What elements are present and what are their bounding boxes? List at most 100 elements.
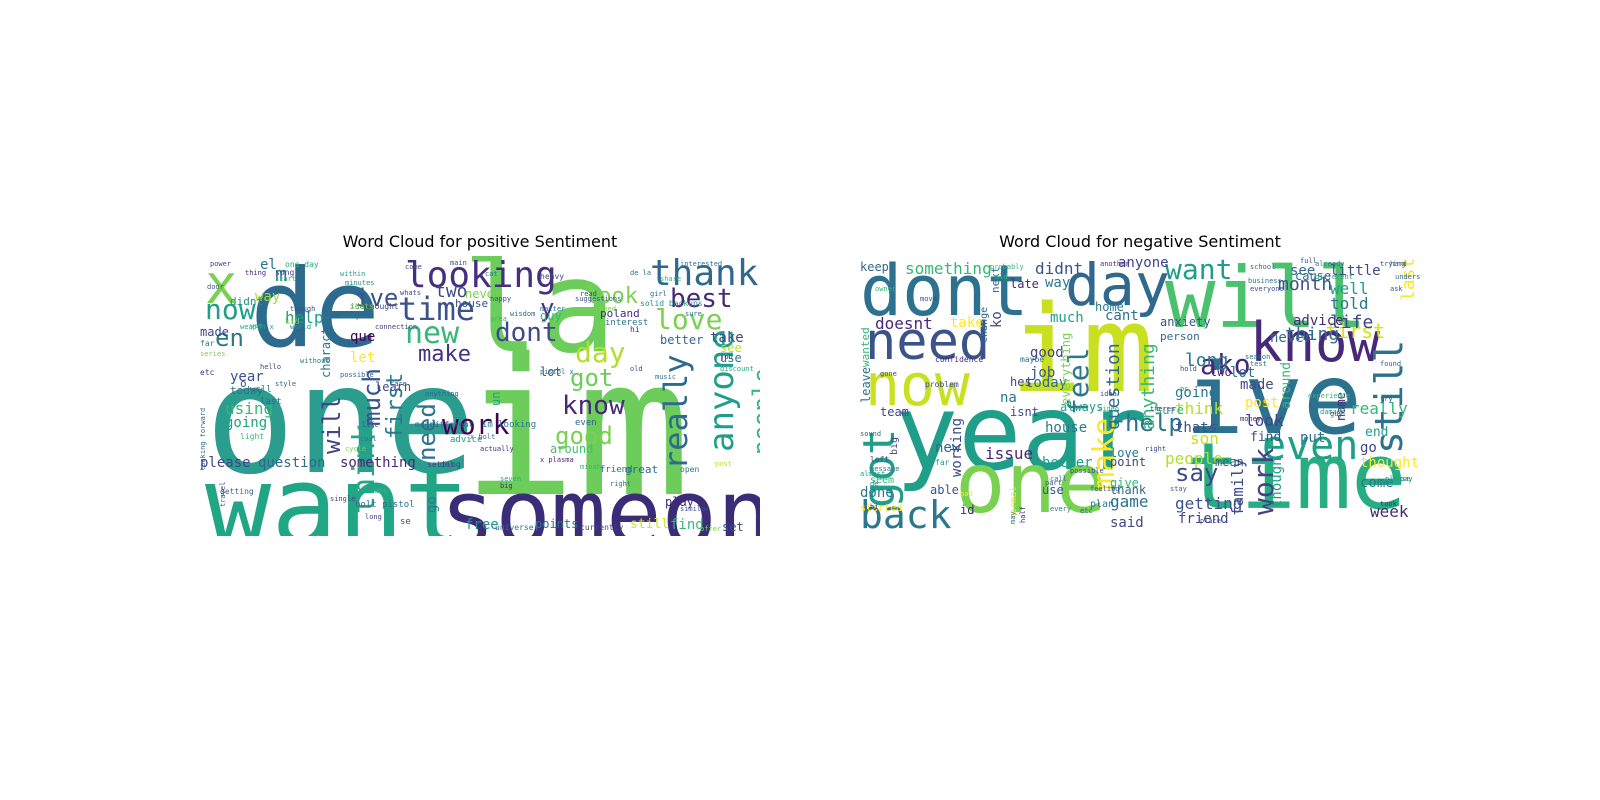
cloud-word: see [720,341,742,355]
cloud-word: long [365,513,382,521]
cloud-word: season [1245,353,1271,361]
cloud-word: getting [220,487,254,496]
cloud-word: problem [925,380,959,389]
cloud-word: even [575,418,597,428]
cloud-word: really [1350,399,1408,418]
cloud-word: keep [860,260,889,274]
cloud-word: area [490,315,507,323]
cloud-word: day [1065,256,1170,319]
cloud-word: change [979,306,990,343]
cloud-word: anything [425,390,459,398]
cloud-word: pay [1400,475,1413,483]
cloud-word: read [580,290,597,298]
cloud-word: maybe [1020,355,1045,364]
cloud-word: video [1098,405,1120,413]
cloud-word: house [1045,420,1088,436]
cloud-word: new [935,440,961,456]
cloud-word: old [995,273,1008,281]
cloud-word: un [489,391,503,406]
cloud-word: currently [580,523,624,532]
cloud-word: month [1278,274,1333,295]
cloud-word: minutes [345,279,375,287]
cloud-word: take [950,315,984,331]
cloud-word: two [1210,365,1232,379]
cloud-word: last [260,397,282,407]
cloud-word: now [865,351,970,419]
cloud-word: girl [650,290,667,298]
cloud-word: etc [200,368,215,377]
cloud-word: look [585,284,638,309]
cloud-word: im looking [482,420,537,430]
cloud-word: around [1279,362,1294,409]
cloud-word: today [1025,375,1068,391]
cloud-word: solid backups [640,299,703,308]
cloud-word: pistol x [540,368,574,376]
cloud-word: character [319,312,333,378]
cloud-word: anyone [1118,256,1169,271]
cloud-word: possible [1070,467,1104,475]
cloud-word: one day [285,260,319,269]
cloud-word: interest [605,318,649,328]
cloud-word: power [210,260,232,268]
cloud-word: use [720,351,742,365]
cloud-word: message [870,465,900,473]
cloud-word: weapon x [240,323,274,331]
cloud-word: see [1290,263,1316,279]
cloud-word: offer [700,525,722,533]
cloud-word: almost [860,470,886,478]
cloud-word: main [450,259,467,267]
cloud-word: getting [1175,494,1243,513]
cloud-word: best [670,284,733,314]
cloud-word: day [575,336,626,369]
cloud-word: part [1045,479,1062,487]
cloud-word: give [1110,476,1139,490]
cloud-word: full [1300,257,1317,265]
cloud-word: care [390,380,407,388]
cloud-word: week [1370,502,1409,521]
cloud-word: guy [1330,410,1343,418]
cloud-word: ive [1185,343,1363,457]
cloud-word: money [1240,415,1262,423]
cloud-word: even [1262,423,1359,469]
negative-word-cloud: im year ive time one will dont day know need now go… [860,256,1420,536]
cloud-word: thank [650,256,759,294]
cloud-word: way [1045,275,1071,291]
cloud-word: sound [860,430,882,438]
cloud-word: everything [1059,332,1073,405]
cloud-word: advice [450,435,483,445]
cloud-word: point [1110,455,1147,469]
cloud-word: x plasma [540,456,574,464]
cloud-word: working [949,417,965,477]
cloud-word: take [710,330,744,346]
cloud-word: open [680,465,700,474]
cloud-word: find [670,517,704,533]
cloud-word: points [535,517,579,531]
cloud-word: test [1250,360,1267,368]
cloud-word: se [400,517,411,527]
cloud-word: id [960,503,975,517]
cloud-word: cause [1295,269,1332,283]
cloud-word: heavy [540,272,565,281]
cloud-word: good [1030,345,1064,361]
cloud-word: series [200,350,226,358]
cloud-word: find [1250,430,1282,445]
cloud-word: cool [360,435,377,443]
cloud-word: friend [1178,511,1229,527]
cloud-word: lot [1230,365,1256,381]
cloud-word: back [860,493,952,536]
cloud-word: want [205,442,470,536]
cloud-word: know [562,391,625,421]
cloud-word: now [205,293,256,326]
cloud-word: people [748,368,760,455]
cloud-word: dont [495,318,558,348]
cloud-word: person [1160,330,1200,343]
cloud-word: son [1190,429,1219,448]
cloud-word: though [1269,457,1285,508]
cloud-word: come [1360,475,1394,491]
negative-cloud-title: Word Cloud for negative Sentiment [999,232,1281,251]
cloud-word: someone [440,460,760,537]
cloud-word: similar [680,505,710,513]
cloud-word: move [920,295,937,303]
cloud-word: end [1365,425,1389,440]
cloud-word: door [207,283,224,291]
